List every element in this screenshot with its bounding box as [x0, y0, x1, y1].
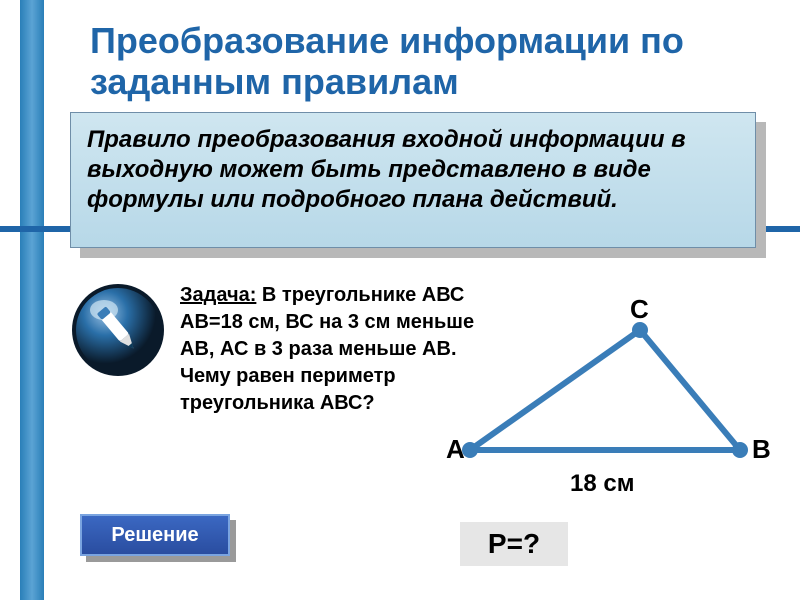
vertex-label-a: А	[446, 434, 465, 465]
page-title: Преобразование информации по заданным пр…	[90, 20, 770, 103]
solve-button[interactable]: Решение	[80, 514, 230, 556]
answer-box: Р=?	[460, 522, 568, 566]
vertex-label-b: В	[752, 434, 771, 465]
vertex-label-c: С	[630, 294, 649, 325]
triangle-diagram	[440, 290, 780, 490]
task-label: Задача:	[180, 284, 256, 306]
rule-box: Правило преобразования входной информаци…	[70, 112, 756, 248]
pencil-icon	[70, 282, 166, 383]
side-ab-label: 18 см	[570, 470, 634, 498]
left-accent-bar	[20, 0, 44, 600]
